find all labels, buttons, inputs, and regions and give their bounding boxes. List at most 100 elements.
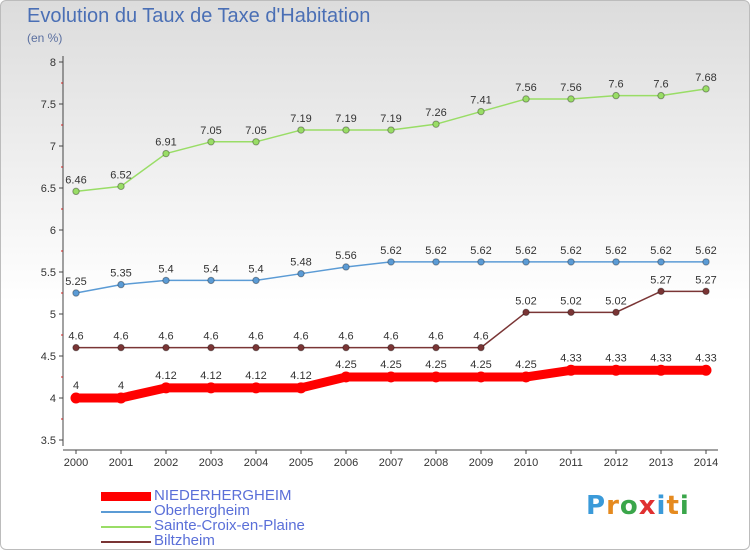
data-label: 4.6 <box>428 331 443 343</box>
data-label: 4 <box>73 380 79 392</box>
data-point <box>162 343 170 352</box>
data-label: 5.56 <box>335 250 356 262</box>
data-label: 5.62 <box>515 245 536 257</box>
data-label: 7.68 <box>695 72 716 84</box>
x-tick-label: 2010 <box>514 457 538 469</box>
data-point <box>295 382 307 394</box>
data-label: 7.41 <box>470 95 491 107</box>
y-tick-label: 4 <box>50 393 56 405</box>
data-label: 4.6 <box>248 331 263 343</box>
data-point <box>117 280 125 289</box>
data-label: 7.56 <box>515 82 536 94</box>
data-label: 4.12 <box>200 370 221 382</box>
x-tick-label: 2001 <box>109 457 133 469</box>
data-label: 4.33 <box>695 352 716 364</box>
y-tick-label: 7 <box>50 141 56 153</box>
x-tick-label: 2013 <box>649 457 673 469</box>
y-tick-label: 6 <box>50 225 56 237</box>
x-tick-label: 2009 <box>469 457 493 469</box>
data-point <box>117 182 125 191</box>
x-tick-label: 2011 <box>559 457 583 469</box>
legend-swatch <box>101 492 151 501</box>
data-label: 4.33 <box>560 352 581 364</box>
data-label: 5.62 <box>560 245 581 257</box>
data-label: 5.62 <box>470 245 491 257</box>
data-point <box>70 392 82 404</box>
data-label: 7.19 <box>380 113 401 125</box>
y-tick-label: 3.5 <box>41 435 56 447</box>
data-label: 4.6 <box>113 331 128 343</box>
data-point <box>160 382 172 394</box>
legend-label: Biltzheim <box>154 532 215 549</box>
data-point <box>477 258 485 266</box>
data-label: 5.4 <box>248 263 263 275</box>
data-label: 6.91 <box>155 137 176 149</box>
data-label: 5.02 <box>515 295 536 307</box>
data-point <box>340 371 352 383</box>
data-point <box>385 371 397 383</box>
data-label: 5.62 <box>605 245 626 257</box>
data-label: 7.05 <box>245 125 266 137</box>
data-label: 7.56 <box>560 82 581 94</box>
data-label: 5.27 <box>695 274 716 286</box>
x-tick-label: 2004 <box>244 457 268 469</box>
data-point <box>115 392 127 404</box>
data-label: 4.6 <box>68 331 83 343</box>
data-point <box>207 276 215 285</box>
data-label: 6.52 <box>110 169 131 181</box>
x-tick-label: 2012 <box>604 457 628 469</box>
data-label: 7.6 <box>608 79 623 91</box>
data-point <box>567 308 575 317</box>
data-label: 7.19 <box>335 113 356 125</box>
data-point <box>522 308 530 317</box>
data-point <box>567 258 575 266</box>
data-label: 4.33 <box>605 352 626 364</box>
data-point <box>207 138 215 146</box>
data-label: 4 <box>118 380 124 392</box>
data-label: 4.6 <box>383 331 398 343</box>
data-point <box>522 258 530 266</box>
data-point <box>342 343 350 352</box>
data-point <box>72 187 80 196</box>
legend-label: Oberhergheim <box>154 502 250 519</box>
data-label: 4.25 <box>380 359 401 371</box>
legend-swatch <box>101 540 151 543</box>
chart-subtitle: (en %) <box>27 31 63 45</box>
data-point <box>297 343 305 352</box>
data-point <box>432 343 440 352</box>
legend-label: NIEDERHERGHEIM <box>154 487 292 504</box>
x-tick-label: 2003 <box>199 457 223 469</box>
data-label: 4.25 <box>470 359 491 371</box>
data-label: 7.26 <box>425 107 446 119</box>
data-point <box>297 269 305 278</box>
data-label: 6.46 <box>65 174 86 186</box>
data-label: 5.48 <box>290 257 311 269</box>
data-label: 4.6 <box>158 331 173 343</box>
data-label: 5.35 <box>110 268 131 280</box>
data-label: 4.25 <box>515 359 536 371</box>
data-label: 4.6 <box>338 331 353 343</box>
data-label: 5.62 <box>425 245 446 257</box>
data-point <box>430 371 442 383</box>
y-tick-label: 7.5 <box>41 99 56 111</box>
data-point <box>250 382 262 394</box>
data-point <box>657 91 665 100</box>
data-point <box>702 287 710 296</box>
data-point <box>162 276 170 285</box>
data-point <box>612 91 620 100</box>
data-point <box>520 371 532 383</box>
data-label: 4.12 <box>290 370 311 382</box>
data-label: 5.4 <box>158 263 173 275</box>
data-label: 4.12 <box>245 370 266 382</box>
data-label: 4.12 <box>155 370 176 382</box>
data-point <box>162 149 170 158</box>
data-label: 5.62 <box>695 245 716 257</box>
x-tick-label: 2005 <box>289 457 313 469</box>
data-point <box>72 289 80 297</box>
data-point <box>522 95 530 103</box>
data-label: 4.6 <box>293 331 308 343</box>
data-point <box>432 120 440 128</box>
